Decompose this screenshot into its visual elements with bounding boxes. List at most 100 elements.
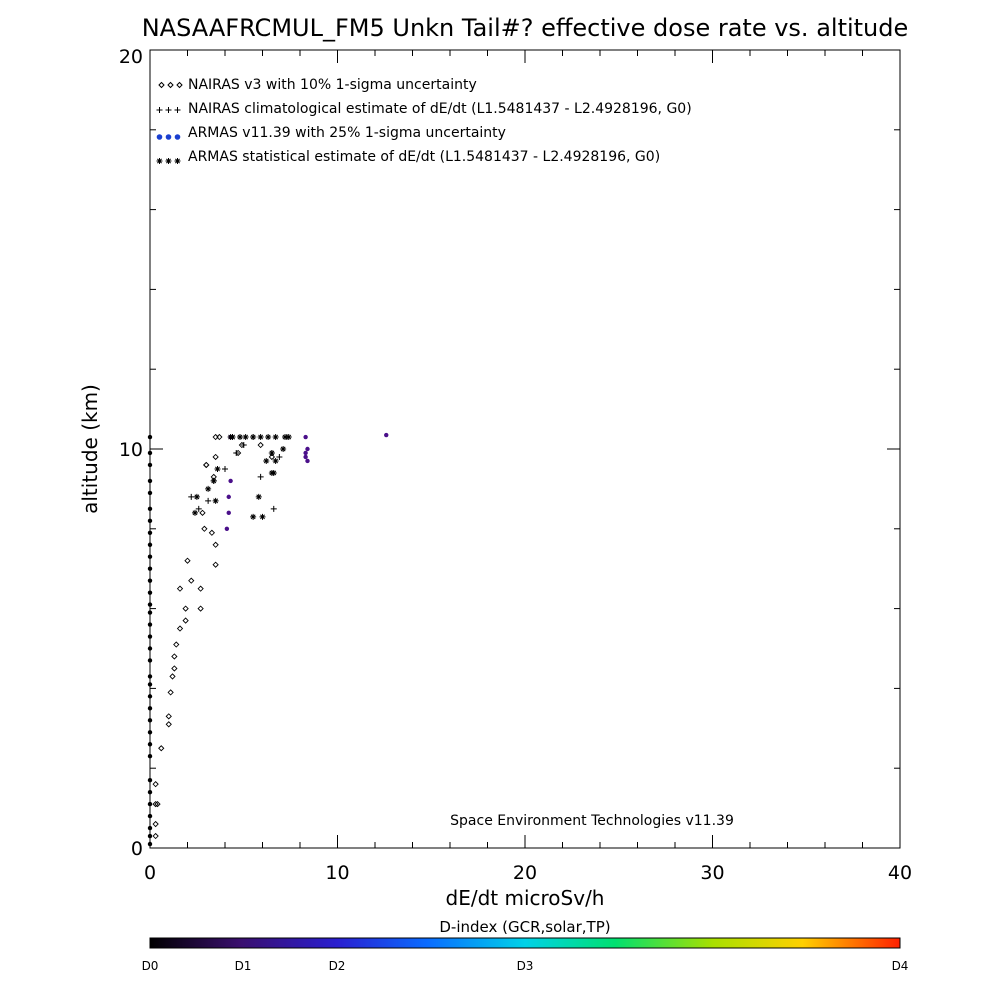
armas-statistical-point xyxy=(272,457,279,464)
armas-statistical-point xyxy=(210,477,217,484)
colorbar-tick-d2: D2 xyxy=(329,959,346,973)
axis-ticks xyxy=(149,49,901,849)
armas-point xyxy=(147,450,153,456)
legend-marker-diamond xyxy=(158,81,183,89)
armas-point xyxy=(147,718,153,723)
nairas-point xyxy=(182,617,189,624)
nairas-point xyxy=(208,529,216,536)
colorbar-tick-d4: D4 xyxy=(892,959,909,973)
nairas-point xyxy=(152,832,159,840)
armas-point xyxy=(147,694,153,699)
colorbar-tick-d0: D0 xyxy=(142,959,159,973)
armas-point xyxy=(147,506,153,512)
nairas-point xyxy=(199,509,206,516)
armas-statistical-point xyxy=(282,434,288,441)
nairas-point xyxy=(197,585,204,592)
armas-point xyxy=(147,554,153,559)
nairas-climatology-point xyxy=(270,505,277,512)
armas-point xyxy=(303,434,308,440)
armas-point xyxy=(147,646,153,651)
armas-point xyxy=(147,742,153,747)
nairas-climatology-point xyxy=(233,449,240,456)
legend-marker-asterisk xyxy=(156,158,181,164)
nairas-climatology-point xyxy=(276,453,283,460)
legend-label-nairas-climatology: NAIRAS climatological estimate of dE/dt … xyxy=(188,101,692,117)
legend-marker-filled-circle xyxy=(156,134,181,140)
data-points xyxy=(147,432,389,847)
nairas-point xyxy=(234,449,242,457)
nairas-point xyxy=(176,585,184,592)
y-axis-label: altitude (km) xyxy=(78,384,102,514)
armas-point xyxy=(147,825,153,831)
nairas-point xyxy=(158,745,165,752)
armas-statistical-point xyxy=(259,513,266,520)
legend-label-nairas: NAIRAS v3 with 10% 1-sigma uncertainty xyxy=(188,77,477,93)
nairas-climatology-point xyxy=(257,473,264,480)
armas-statistical-point xyxy=(257,434,264,441)
colorbar xyxy=(149,937,901,949)
nairas-point xyxy=(201,525,208,532)
armas-statistical-point xyxy=(265,434,272,441)
armas-statistical-point xyxy=(205,485,212,492)
nairas-point xyxy=(212,541,219,548)
nairas-point xyxy=(165,713,172,720)
nairas-point xyxy=(203,461,210,469)
armas-point xyxy=(228,478,233,484)
nairas-point xyxy=(152,800,159,808)
armas-point xyxy=(147,777,153,783)
armas-statistical-point xyxy=(214,465,221,472)
armas-point xyxy=(147,622,153,627)
armas-point xyxy=(147,674,153,679)
armas-point xyxy=(147,602,153,607)
armas-point xyxy=(384,432,389,438)
colorbar-tick-d3: D3 xyxy=(517,959,534,973)
armas-point xyxy=(147,518,153,524)
nairas-point xyxy=(212,433,219,441)
nairas-climatology-point xyxy=(240,442,247,449)
armas-point xyxy=(147,801,153,807)
nairas-point xyxy=(152,781,159,788)
nairas-climatology-point xyxy=(222,465,228,472)
armas-point xyxy=(147,634,153,639)
armas-point xyxy=(147,478,153,484)
armas-statistical-point xyxy=(193,493,200,500)
armas-statistical-point xyxy=(250,513,257,520)
armas-statistical-point xyxy=(192,509,198,516)
armas-point xyxy=(226,510,231,516)
nairas-point xyxy=(165,721,172,728)
nairas-climatology-point xyxy=(205,497,212,504)
armas-point xyxy=(305,446,310,452)
chart-title: NASAAFRCMUL_FM5 Unkn Tail#? effective do… xyxy=(142,14,909,42)
armas-point xyxy=(147,542,153,547)
nairas-point xyxy=(216,433,223,441)
nairas-point xyxy=(268,453,276,461)
legend-label-armas: ARMAS v11.39 with 25% 1-sigma uncertaint… xyxy=(188,125,506,141)
armas-point xyxy=(147,578,153,583)
nairas-point xyxy=(167,689,174,696)
y-tick-label-10: 10 xyxy=(119,439,143,461)
credit-annotation: Space Environment Technologies v11.39 xyxy=(450,813,734,829)
armas-statistical-point xyxy=(237,434,243,441)
nairas-point xyxy=(184,557,191,564)
armas-point xyxy=(147,566,153,571)
armas-point xyxy=(224,526,230,531)
armas-point xyxy=(147,730,153,735)
armas-point xyxy=(147,754,153,759)
armas-statistical-point xyxy=(212,497,219,504)
legend-marker-plus xyxy=(156,107,181,113)
x-tick-label-20: 20 xyxy=(513,862,537,884)
nairas-point xyxy=(188,577,195,584)
armas-point xyxy=(147,462,153,468)
armas-statistical-point xyxy=(270,469,277,476)
nairas-point xyxy=(169,673,176,680)
armas-point xyxy=(147,706,153,711)
armas-point xyxy=(147,833,153,839)
armas-point xyxy=(147,658,153,663)
armas-statistical-point xyxy=(268,449,275,456)
armas-point xyxy=(147,490,153,496)
armas-point xyxy=(147,530,153,535)
armas-statistical-point xyxy=(272,434,279,441)
y-tick-label-20: 20 xyxy=(119,46,143,68)
legend-label-armas-statistical: ARMAS statistical estimate of dE/dt (L1.… xyxy=(188,149,660,165)
